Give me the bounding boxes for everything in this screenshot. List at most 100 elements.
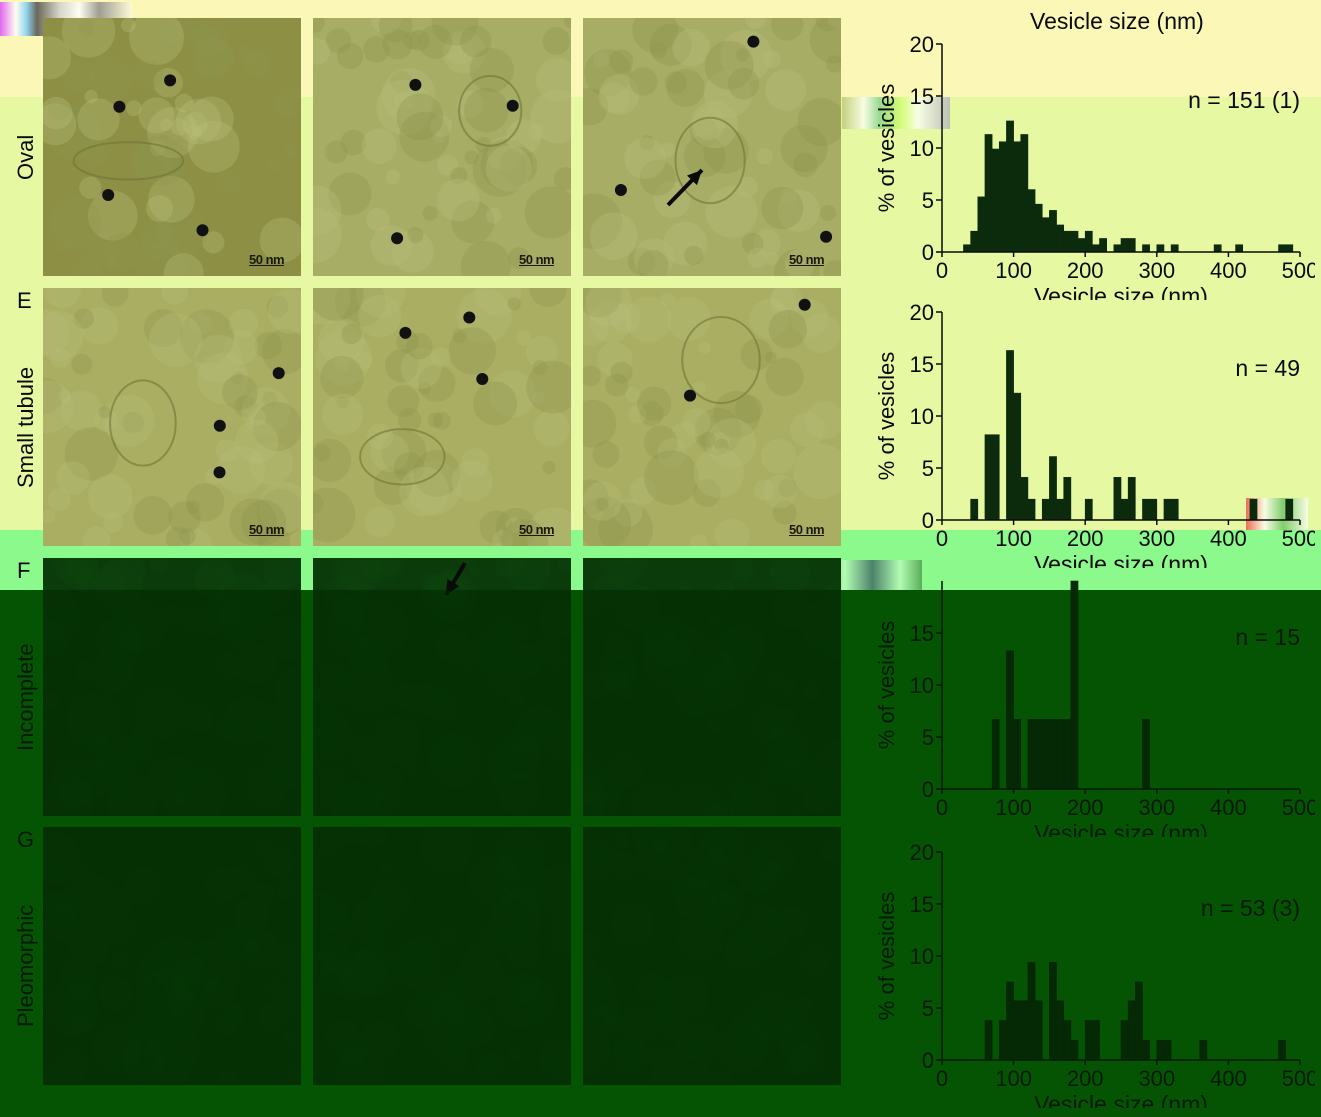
y-tick-label: 0 [922, 1048, 934, 1073]
micrograph-r2-c2 [313, 288, 571, 546]
gold-particle [213, 466, 226, 479]
histogram-bar [1084, 1020, 1093, 1061]
x-tick-label: 200 [1067, 1066, 1104, 1091]
histogram-bar [1041, 217, 1050, 253]
histogram-bar [1156, 1039, 1165, 1061]
y-tick-label: 5 [922, 725, 934, 750]
histogram-bar [1163, 498, 1172, 521]
histogram-bar [1120, 498, 1129, 521]
histogram-bar [1049, 719, 1057, 790]
histogram-bar [1049, 456, 1057, 521]
x-tick-label: 0 [936, 258, 948, 283]
histogram-bar [1056, 498, 1065, 521]
x-tick-label: 300 [1138, 795, 1175, 820]
y-tick-label: 15 [910, 352, 934, 377]
histogram-bar [1113, 477, 1122, 521]
x-tick-label: 400 [1210, 1066, 1247, 1091]
histogram-bar [1006, 120, 1014, 253]
x-tick-label: 500 [1282, 258, 1315, 283]
gold-particle [102, 189, 115, 201]
histogram-bar [1142, 1039, 1150, 1061]
histogram-bar [1142, 244, 1150, 253]
histogram-bar [1135, 981, 1143, 1061]
histogram-bar [1120, 1020, 1129, 1061]
micrograph-r2-c1 [43, 288, 301, 546]
histogram-bar [1285, 498, 1294, 521]
histogram-bar [1034, 1000, 1043, 1061]
y-tick-label: 20 [910, 840, 934, 865]
gold-particle [798, 298, 811, 311]
histogram-bar [1070, 1039, 1079, 1061]
gold-particle [506, 99, 519, 112]
panel-letter: F [17, 558, 31, 583]
x-tick-label: 500 [1282, 1066, 1315, 1091]
x-tick-label: 400 [1210, 258, 1247, 283]
histogram-bar [1013, 1000, 1022, 1061]
x-axis-label: Vesicle size (nm) [1034, 820, 1208, 837]
x-tick-label: 200 [1067, 795, 1104, 820]
histogram-bar [1056, 719, 1065, 790]
y-tick-label: 10 [910, 673, 934, 698]
micrograph-r2-c3 [583, 288, 841, 546]
histogram-D: 0 5 10 15 20 0 100 200 300 400 500 Vesicle size (nm… [860, 30, 1318, 309]
histogram-bar [1013, 719, 1022, 790]
histogram-bar [998, 1020, 1007, 1061]
histogram-bar [1034, 719, 1043, 790]
vesicle-outline [458, 75, 523, 147]
histogram-bar [1006, 650, 1014, 790]
histogram-bar [970, 498, 979, 521]
histogram-bar [1249, 498, 1258, 521]
row-label-incomplete: Incomplete [13, 643, 38, 751]
x-tick-label: 100 [995, 258, 1032, 283]
x-tick-label: 200 [1067, 258, 1104, 283]
micrograph-texture [583, 18, 841, 276]
scale-bar-label: 50 nm [789, 252, 825, 267]
y-tick-label: 0 [922, 777, 934, 802]
micrograph-texture [43, 288, 301, 546]
x-tick-label: 400 [1210, 795, 1247, 820]
histogram-bar [998, 141, 1007, 253]
histogram-bar [1020, 477, 1029, 521]
scale-bar-label: 50 nm [519, 522, 555, 537]
histogram-bar [1041, 719, 1050, 790]
sample-count-label: n = 53 (3) [1201, 895, 1300, 921]
histogram-bar [1235, 244, 1244, 253]
gold-particle [476, 373, 489, 385]
scale-bar-label: 50 nm [789, 522, 825, 537]
histogram-bar [1084, 230, 1093, 253]
histogram-bar [1285, 244, 1294, 253]
histogram-E: 0 5 10 15 20 0 100 200 300 400 500 Vesicle size (nm… [860, 298, 1318, 577]
y-tick-label: 0 [922, 240, 934, 265]
y-tick-label: 10 [910, 404, 934, 429]
histogram-bar [1020, 134, 1029, 253]
micrograph-texture [43, 18, 301, 276]
scale-bar-label: 50 nm [249, 522, 285, 537]
y-axis-label: % of vesicles [874, 352, 899, 480]
histogram-bar [1063, 230, 1072, 253]
x-tick-label: 300 [1138, 258, 1175, 283]
histogram-bar [1127, 238, 1136, 253]
histogram-bar [1013, 392, 1022, 521]
y-tick-label: 15 [910, 621, 934, 646]
histogram-bar [1278, 1039, 1286, 1061]
histogram-bar [1084, 498, 1093, 521]
y-tick-label: 5 [922, 996, 934, 1021]
x-tick-label: 0 [936, 526, 948, 551]
x-tick-label: 500 [1282, 526, 1315, 551]
gold-particle [272, 367, 285, 380]
histogram-bar [1063, 719, 1072, 790]
histogram-bar [991, 719, 1000, 790]
histogram-bar [1027, 961, 1036, 1061]
histogram-bar [1077, 238, 1086, 253]
micrograph-r1-c2 [313, 18, 571, 276]
histogram-F: 0 5 10 15 0 100 200 300 400 500 Vesicle size (nm)%… [860, 567, 1318, 846]
y-axis-label: % of vesicles [874, 621, 899, 749]
histogram-bar [963, 244, 971, 253]
histogram-bar [970, 230, 979, 253]
sample-count-label: n = 15 [1235, 624, 1300, 650]
gold-particle [399, 326, 412, 339]
vesicle-outline [359, 428, 446, 486]
gold-particle [196, 224, 209, 237]
sample-count-label: n = 151 (1) [1188, 87, 1300, 113]
